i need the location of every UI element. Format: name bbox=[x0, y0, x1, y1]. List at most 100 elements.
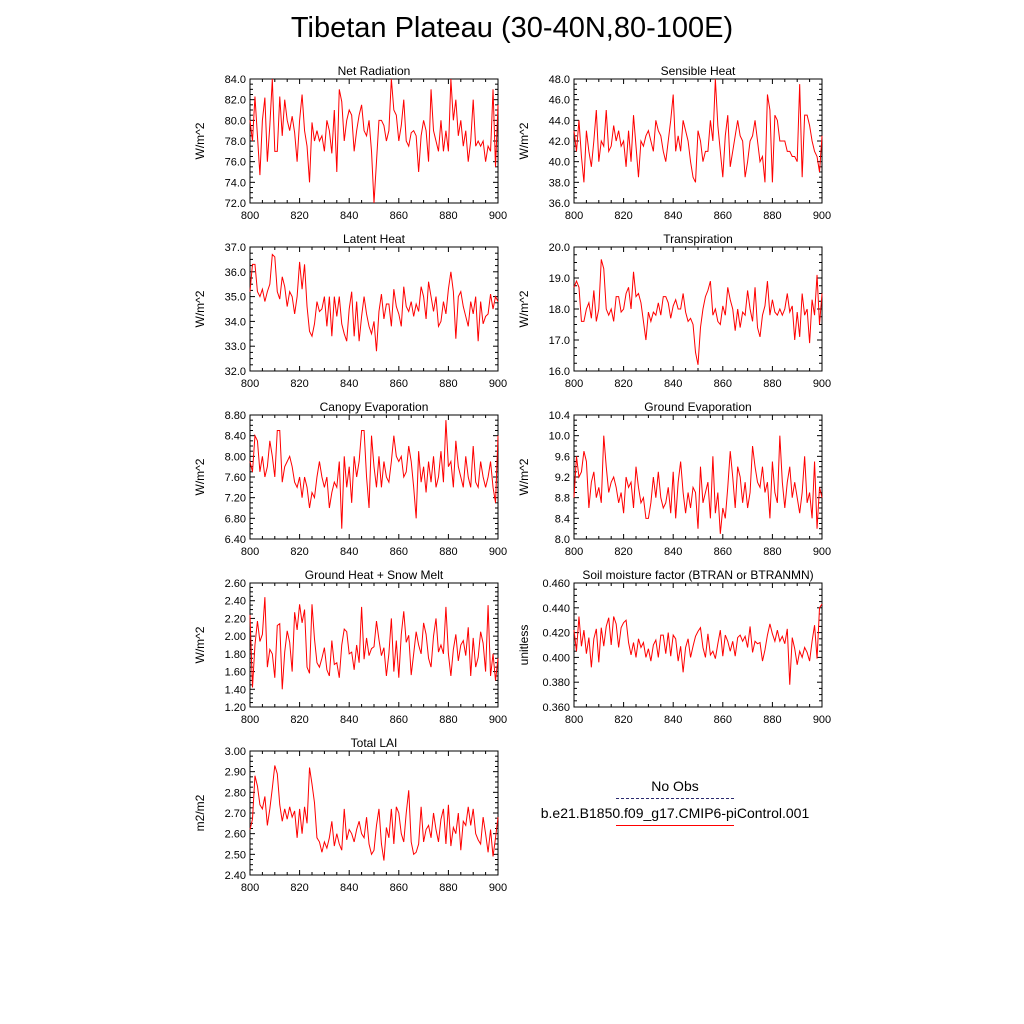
x-tick-label: 820 bbox=[290, 546, 308, 558]
x-tick-label: 800 bbox=[565, 210, 583, 222]
y-tick-label: 32.0 bbox=[225, 366, 246, 378]
y-tick-label: 7.20 bbox=[225, 493, 246, 505]
series-line bbox=[249, 765, 499, 861]
x-tick-label: 880 bbox=[763, 378, 781, 390]
y-tick-label: 10.4 bbox=[549, 410, 570, 422]
x-tick-label: 900 bbox=[489, 546, 507, 558]
y-tick-label: 40.0 bbox=[549, 157, 570, 169]
x-tick-label: 860 bbox=[390, 714, 408, 726]
x-tick-label: 800 bbox=[241, 714, 259, 726]
plot-frame bbox=[249, 246, 499, 372]
chart-ground-heat-snow-melt: Ground Heat + Snow Melt W/m^2 1.20 1.40 1.60… bbox=[193, 568, 507, 726]
y-tick-label: 82.0 bbox=[225, 95, 246, 107]
y-tick-label: 34.0 bbox=[225, 316, 246, 328]
x-tick-label: 840 bbox=[664, 546, 682, 558]
y-tick-label: 2.60 bbox=[225, 578, 246, 590]
x-tick-label: 820 bbox=[290, 378, 308, 390]
y-tick-label: 8.00 bbox=[225, 451, 246, 463]
series-line bbox=[249, 78, 499, 204]
x-tick-label: 860 bbox=[714, 546, 732, 558]
x-tick-label: 900 bbox=[489, 882, 507, 894]
x-tick-label: 840 bbox=[340, 210, 358, 222]
y-tick-label: 78.0 bbox=[225, 136, 246, 148]
y-tick-label: 0.380 bbox=[542, 677, 570, 689]
page-title: Tibetan Plateau (30-40N,80-100E) bbox=[290, 12, 734, 44]
y-tick-label: 7.60 bbox=[225, 472, 246, 484]
x-tick-label: 900 bbox=[489, 210, 507, 222]
x-tick-label: 820 bbox=[290, 210, 308, 222]
x-tick-label: 880 bbox=[763, 546, 781, 558]
y-tick-label: 0.400 bbox=[542, 652, 570, 664]
chart-title: Soil moisture factor (BTRAN or BTRANMN) bbox=[582, 568, 813, 582]
y-axis-label: W/m^2 bbox=[193, 458, 207, 495]
series-line bbox=[249, 597, 499, 690]
y-axis-label: W/m^2 bbox=[517, 458, 531, 495]
chart-transpiration: Transpiration W/m^2 16.0 17.0 18.0 19.0 20.0 80… bbox=[517, 232, 831, 390]
y-axis-label: m2/m2 bbox=[193, 794, 207, 831]
y-tick-label: 1.80 bbox=[225, 649, 246, 661]
x-tick-label: 800 bbox=[565, 714, 583, 726]
y-tick-label: 8.80 bbox=[225, 410, 246, 422]
y-tick-label: 0.440 bbox=[542, 603, 570, 615]
y-tick-label: 72.0 bbox=[225, 198, 246, 210]
y-tick-label: 48.0 bbox=[549, 74, 570, 86]
x-tick-label: 880 bbox=[439, 378, 457, 390]
chart-title: Net Radiation bbox=[338, 64, 411, 78]
y-axis-label: W/m^2 bbox=[193, 122, 207, 159]
x-tick-label: 840 bbox=[340, 378, 358, 390]
y-tick-label: 10.0 bbox=[549, 431, 570, 443]
y-tick-label: 8.0 bbox=[555, 534, 570, 546]
y-tick-label: 16.0 bbox=[549, 366, 570, 378]
x-tick-label: 900 bbox=[489, 378, 507, 390]
y-axis-label: W/m^2 bbox=[517, 290, 531, 327]
y-tick-label: 8.40 bbox=[225, 431, 246, 443]
x-tick-label: 900 bbox=[489, 714, 507, 726]
chart-title: Sensible Heat bbox=[661, 64, 736, 78]
x-tick-label: 800 bbox=[565, 378, 583, 390]
x-tick-label: 900 bbox=[813, 714, 831, 726]
x-tick-label: 860 bbox=[390, 546, 408, 558]
x-tick-label: 800 bbox=[241, 882, 259, 894]
y-tick-label: 36.0 bbox=[225, 267, 246, 279]
x-tick-label: 880 bbox=[763, 210, 781, 222]
chart-sensible-heat: Sensible Heat W/m^2 36.0 38.0 40.0 42.0 44.0 46… bbox=[517, 64, 831, 222]
y-tick-label: 74.0 bbox=[225, 177, 246, 189]
y-tick-label: 2.60 bbox=[225, 829, 246, 841]
y-tick-label: 2.40 bbox=[225, 596, 246, 608]
y-tick-label: 76.0 bbox=[225, 157, 246, 169]
chart-title: Ground Heat + Snow Melt bbox=[305, 568, 444, 582]
series-line bbox=[573, 259, 823, 365]
legend: No Obs b.e21.B1850.f09_g17.CMIP6-piContr… bbox=[520, 778, 830, 832]
series-line bbox=[573, 435, 823, 534]
x-tick-label: 880 bbox=[439, 714, 457, 726]
y-tick-label: 1.40 bbox=[225, 684, 246, 696]
legend-model-line bbox=[616, 825, 734, 826]
x-tick-label: 860 bbox=[390, 210, 408, 222]
chart-total-lai: Total LAI m2/m2 2.40 2.50 2.60 2.70 2.80 2.90 3.… bbox=[193, 736, 507, 894]
chart-title: Latent Heat bbox=[343, 232, 406, 246]
x-tick-label: 860 bbox=[714, 378, 732, 390]
y-tick-label: 80.0 bbox=[225, 115, 246, 127]
y-axis-label: W/m^2 bbox=[517, 122, 531, 159]
y-tick-label: 2.40 bbox=[225, 870, 246, 882]
y-tick-label: 33.0 bbox=[225, 341, 246, 353]
y-tick-label: 2.50 bbox=[225, 849, 246, 861]
legend-obs-line bbox=[616, 798, 734, 799]
x-tick-label: 880 bbox=[439, 546, 457, 558]
series-line bbox=[573, 603, 823, 685]
x-tick-label: 900 bbox=[813, 378, 831, 390]
x-tick-label: 820 bbox=[614, 546, 632, 558]
y-tick-label: 9.2 bbox=[555, 472, 570, 484]
y-tick-label: 37.0 bbox=[225, 242, 246, 254]
x-tick-label: 860 bbox=[390, 378, 408, 390]
y-tick-label: 1.60 bbox=[225, 667, 246, 679]
chart-soil-moisture-factor-btran-or-btranmn: Soil moisture factor (BTRAN or BTRANMN) u… bbox=[517, 568, 831, 726]
y-tick-label: 3.00 bbox=[225, 746, 246, 758]
y-tick-label: 38.0 bbox=[549, 177, 570, 189]
y-tick-label: 36.0 bbox=[549, 198, 570, 210]
x-tick-label: 900 bbox=[813, 210, 831, 222]
y-tick-label: 0.420 bbox=[542, 628, 570, 640]
x-tick-label: 880 bbox=[439, 882, 457, 894]
series-line bbox=[249, 420, 499, 529]
y-tick-label: 35.0 bbox=[225, 292, 246, 304]
